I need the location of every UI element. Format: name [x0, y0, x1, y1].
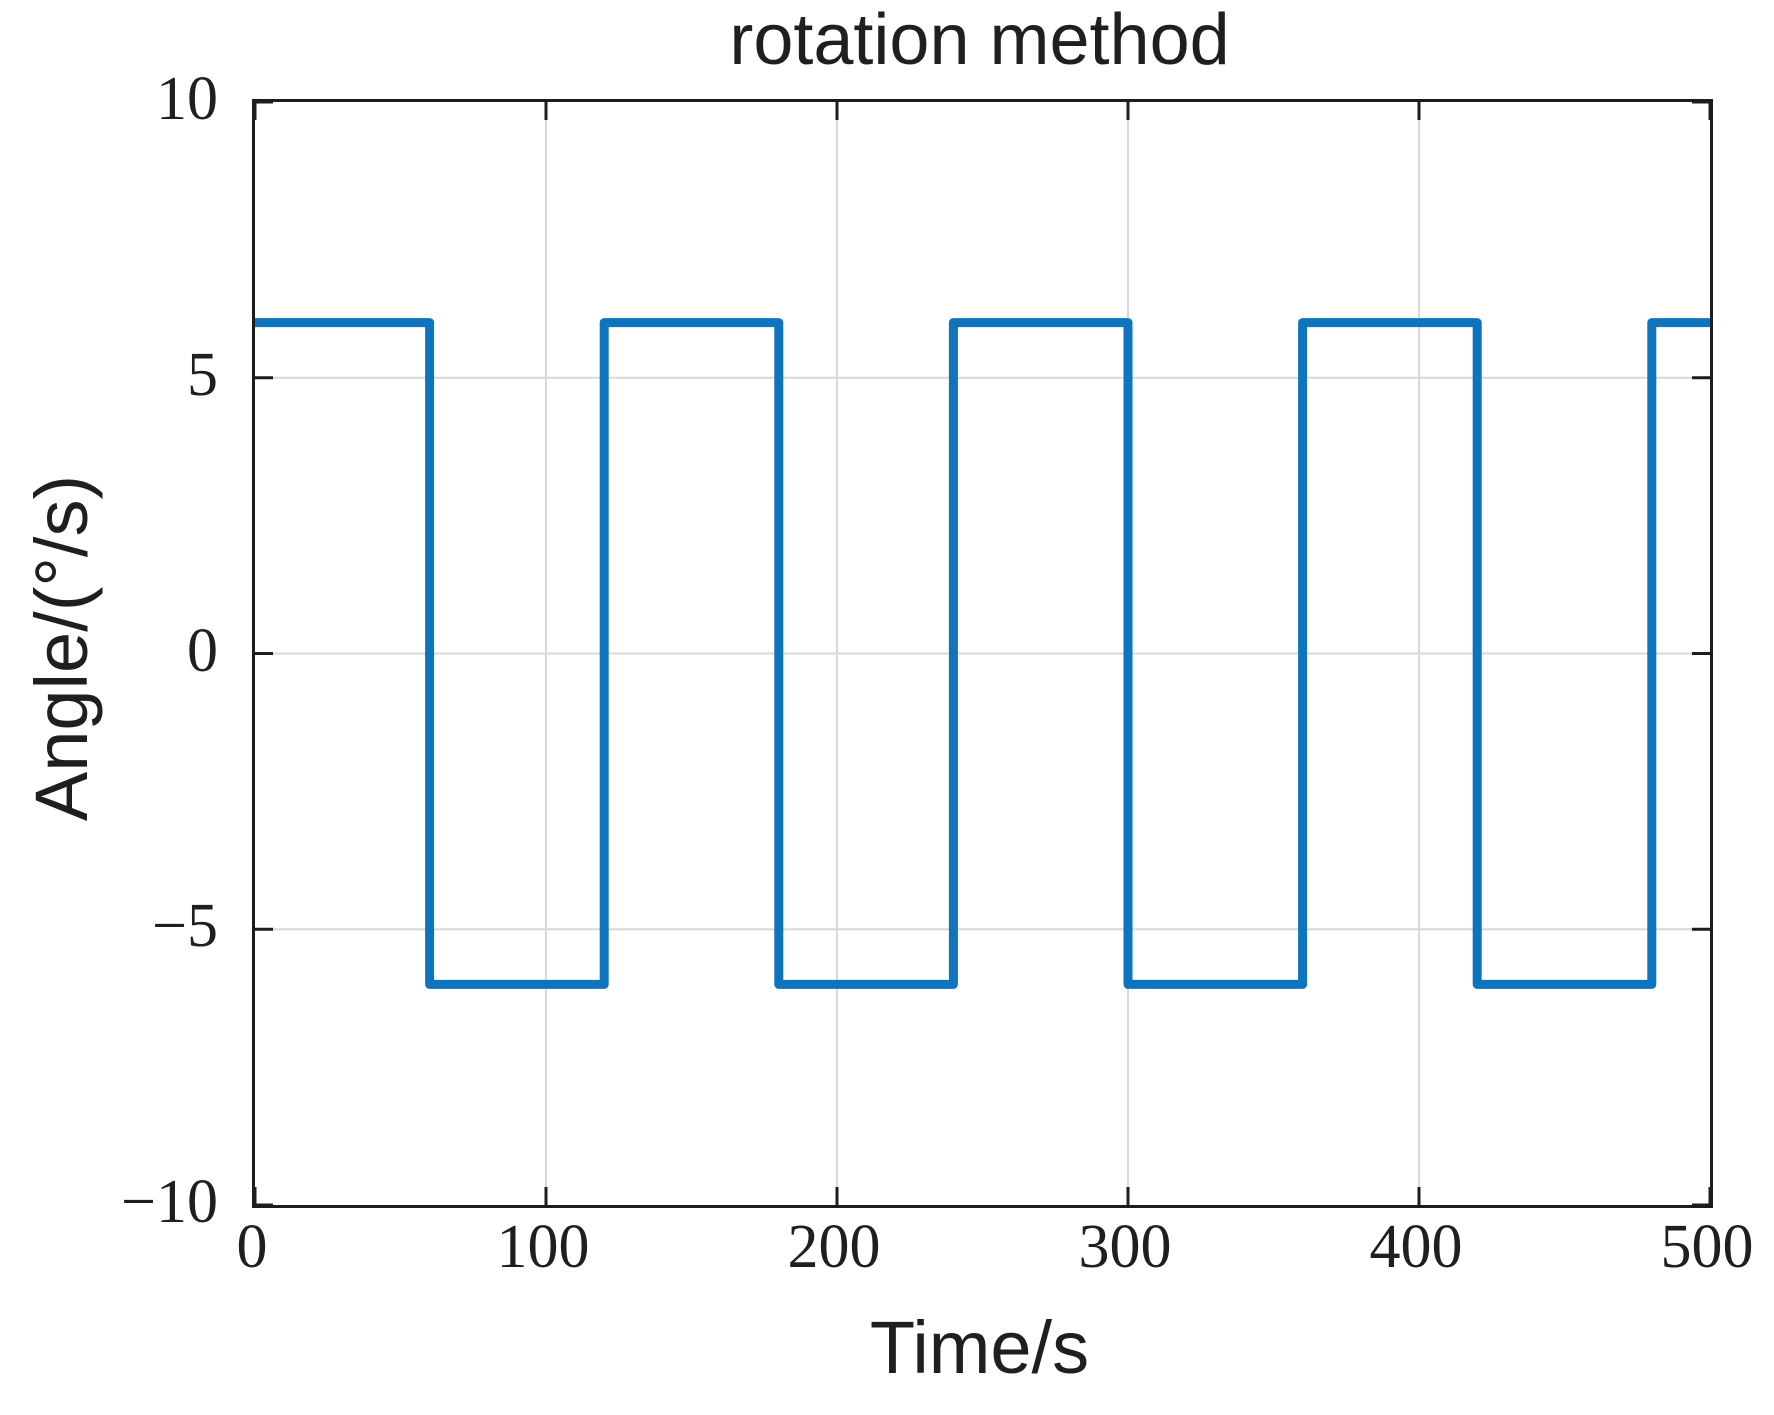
- x-tick-label: 400: [1369, 1213, 1463, 1281]
- y-tick-label: 0: [187, 616, 218, 685]
- x-tick-label: 300: [1078, 1213, 1172, 1281]
- x-tick-label: 500: [1660, 1213, 1754, 1281]
- plot-area: [252, 99, 1713, 1208]
- chart-title: rotation method: [729, 0, 1230, 80]
- y-tick-label: −10: [121, 1168, 218, 1236]
- x-tick-label: 100: [496, 1213, 590, 1281]
- x-axis-label: Time/s: [869, 1306, 1090, 1389]
- x-tick-label: 0: [236, 1213, 268, 1281]
- y-tick-label: 10: [156, 65, 218, 133]
- y-tick-label: 5: [187, 340, 218, 409]
- x-tick-label: 200: [787, 1213, 881, 1281]
- y-tick-label: −5: [152, 892, 218, 961]
- plot-svg: [255, 102, 1710, 1205]
- rotation-rate-square-wave: [255, 318, 1710, 989]
